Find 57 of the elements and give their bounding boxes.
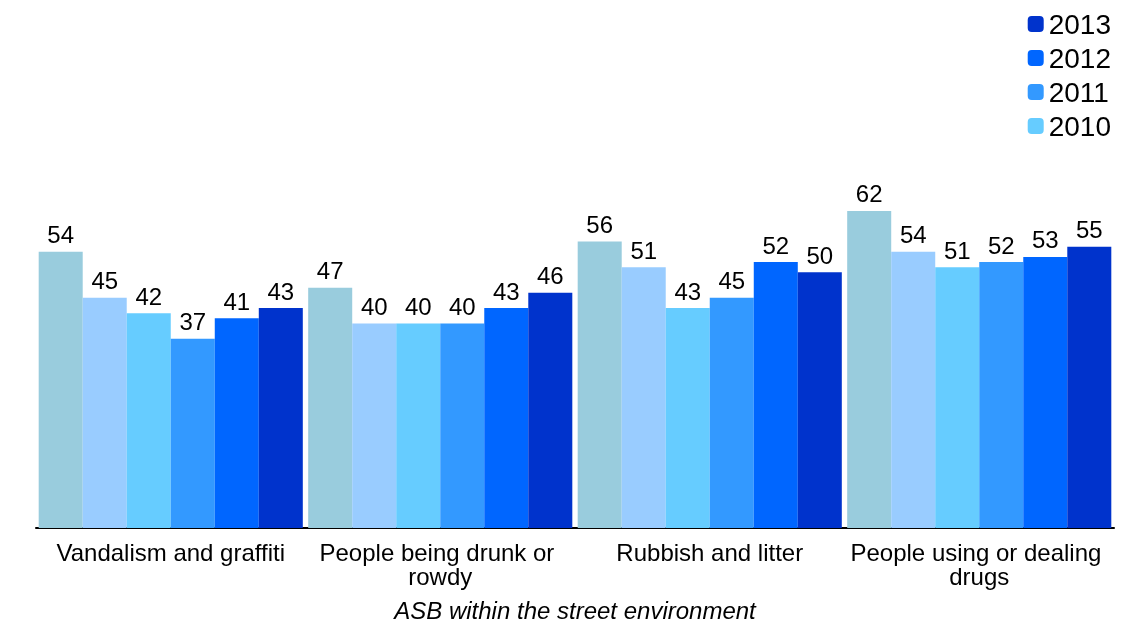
data-label: 40 [360, 292, 388, 320]
data-label: 51 [943, 236, 971, 264]
bar [484, 308, 529, 528]
bar [797, 272, 842, 528]
bar [1067, 246, 1112, 528]
data-label: 53 [1031, 226, 1059, 254]
bar [1023, 256, 1068, 528]
x-tick-label: Rubbish and litter [616, 538, 804, 566]
bar [979, 262, 1024, 528]
data-label: 43 [492, 277, 520, 305]
data-label: 62 [855, 180, 883, 208]
x-axis-title: ASB within the street environment [392, 596, 758, 624]
data-label: 47 [316, 257, 344, 285]
data-label: 46 [536, 262, 564, 290]
bar [753, 262, 798, 528]
data-label: 42 [135, 282, 163, 310]
bar [170, 338, 215, 528]
bar [528, 292, 573, 528]
bar [82, 297, 127, 528]
legend-label: 2010 [1048, 110, 1112, 142]
data-label: 52 [987, 231, 1015, 259]
bar [440, 323, 485, 528]
data-label: 54 [47, 221, 75, 249]
data-label: 55 [1075, 216, 1103, 244]
bar [847, 210, 892, 528]
data-label: 40 [448, 292, 476, 320]
bar [709, 297, 754, 528]
x-tick-label: People using or dealing drugs [850, 538, 1109, 590]
bar [935, 267, 980, 528]
bar [352, 323, 397, 528]
bar [126, 313, 171, 528]
bar [621, 267, 666, 528]
bar [891, 251, 936, 528]
data-label: 45 [91, 267, 119, 295]
x-tick-label: Vandalism and graffiti [56, 538, 286, 566]
data-label: 40 [404, 292, 432, 320]
bar [258, 308, 303, 528]
data-label: 54 [899, 221, 927, 249]
bar [214, 318, 259, 528]
data-label: 45 [718, 267, 746, 295]
data-label: 43 [267, 277, 295, 305]
data-label: 52 [762, 231, 790, 259]
bar [577, 241, 622, 528]
data-label: 56 [586, 211, 614, 239]
data-label: 41 [223, 287, 251, 315]
legend-label: 2011 [1048, 76, 1109, 108]
data-label: 43 [674, 277, 702, 305]
bar [308, 287, 353, 528]
bar [665, 308, 710, 528]
legend-label: 2013 [1048, 8, 1112, 40]
bar [396, 323, 441, 528]
bar [38, 251, 83, 528]
data-label: 50 [806, 241, 834, 269]
legend-label: 2012 [1048, 42, 1112, 74]
data-label: 37 [179, 308, 207, 336]
x-tick-label: People being drunk or rowdy [319, 538, 561, 590]
data-label: 51 [630, 236, 658, 264]
